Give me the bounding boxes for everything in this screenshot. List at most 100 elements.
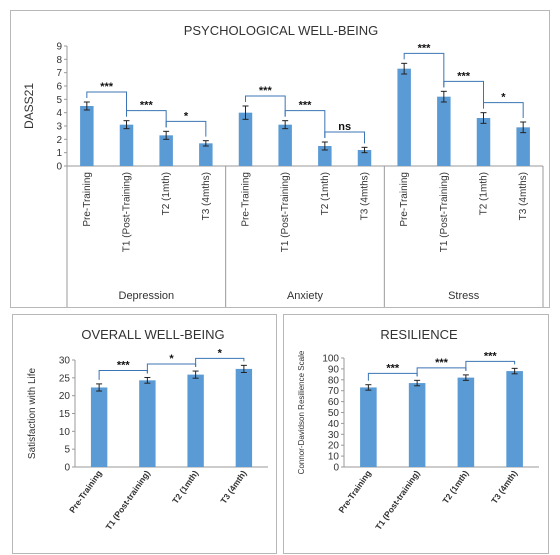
y-tick-label: 6 bbox=[56, 82, 62, 93]
significance-bracket bbox=[324, 131, 365, 144]
significance-bracket bbox=[367, 372, 418, 381]
x-tick-label: Pre-Training bbox=[399, 172, 410, 227]
significance-bracket bbox=[465, 360, 516, 371]
bar bbox=[397, 68, 411, 166]
y-tick-label: 0 bbox=[64, 463, 70, 474]
bar bbox=[516, 127, 530, 166]
significance-label: *** bbox=[418, 42, 432, 54]
significance-bracket bbox=[98, 369, 148, 380]
y-tick-label: 1 bbox=[56, 148, 62, 159]
bar bbox=[235, 368, 253, 467]
significance-label: *** bbox=[140, 100, 154, 112]
significance-bracket bbox=[146, 363, 197, 374]
y-tick-label: 3 bbox=[56, 122, 62, 133]
significance-bracket bbox=[284, 110, 326, 138]
bar bbox=[476, 118, 491, 166]
y-axis-label: Satisfaction with Life bbox=[27, 367, 38, 459]
x-tick-label: T2 (1mth) bbox=[479, 172, 490, 215]
significance-bracket bbox=[443, 80, 484, 109]
significance-bracket bbox=[165, 120, 207, 137]
significance-label: * bbox=[184, 110, 189, 122]
bar bbox=[506, 371, 523, 467]
significance-label: *** bbox=[457, 70, 471, 82]
bar bbox=[139, 380, 156, 467]
x-tick-label: T3 (4mths) bbox=[360, 172, 371, 220]
y-tick-label: 60 bbox=[328, 397, 340, 408]
bar bbox=[360, 387, 377, 467]
y-tick-label: 40 bbox=[328, 419, 340, 430]
y-tick-label: 90 bbox=[328, 364, 340, 375]
overall-wellbeing-panel: OVERALL WELL-BEING Satisfaction with Life… bbox=[12, 314, 277, 554]
x-tick-label: T3 (4mths) bbox=[518, 172, 529, 220]
significance-bracket bbox=[86, 91, 127, 117]
x-tick-label: T1 (Post-training) bbox=[373, 468, 422, 532]
y-tick-label: 70 bbox=[328, 386, 340, 397]
bar bbox=[199, 143, 213, 166]
x-tick-label: Pre-Training bbox=[241, 172, 252, 227]
y-tick-label: 20 bbox=[59, 391, 71, 402]
significance-label: * bbox=[169, 353, 174, 365]
psychological-wellbeing-panel: PSYCHOLOGICAL WELL-BEING DASS21 0 1 2 3 4 5 6 7 8 9… bbox=[10, 10, 550, 308]
resilience-panel: RESILIENCE Connor-Davidson Resilience Sca… bbox=[283, 314, 549, 554]
y-tick-label: 4 bbox=[56, 108, 62, 119]
y-tick-label: 80 bbox=[328, 375, 340, 386]
x-tick-label: T2 (1mth) bbox=[440, 468, 470, 505]
x-tick-label: T2 (1mth) bbox=[161, 172, 172, 215]
chart-title: RESILIENCE bbox=[380, 327, 458, 342]
y-tick-label: 7 bbox=[56, 68, 62, 79]
x-tick-label: T3 (4mth) bbox=[218, 468, 248, 505]
x-tick-label: Pre-Training bbox=[67, 468, 104, 514]
y-tick-label: 9 bbox=[56, 42, 62, 53]
significance-bracket bbox=[416, 367, 467, 377]
y-tick-label: 10 bbox=[328, 452, 340, 463]
significance-label: *** bbox=[435, 357, 449, 369]
significance-label: *** bbox=[100, 81, 114, 93]
significance-bracket bbox=[245, 95, 286, 117]
significance-label: ns bbox=[338, 121, 351, 133]
y-tick-label: 5 bbox=[56, 95, 62, 106]
chart-title: PSYCHOLOGICAL WELL-BEING bbox=[184, 23, 379, 38]
y-axis-label: Connor-Davidson Resilience Scale bbox=[297, 350, 306, 474]
bar bbox=[318, 146, 332, 166]
y-tick-label: 25 bbox=[59, 373, 71, 384]
significance-label: *** bbox=[484, 350, 498, 362]
y-tick-label: 50 bbox=[328, 408, 340, 419]
y-tick-label: 10 bbox=[59, 427, 71, 438]
bar bbox=[238, 112, 253, 166]
y-tick-label: 0 bbox=[333, 463, 339, 474]
y-tick-label: 30 bbox=[328, 430, 340, 441]
bar bbox=[187, 374, 204, 467]
x-tick-label: T1 (Post-Training) bbox=[439, 172, 450, 252]
x-tick-label: Pre-Training bbox=[336, 468, 373, 514]
y-tick-label: 100 bbox=[322, 354, 339, 365]
psychological-wellbeing-chart: PSYCHOLOGICAL WELL-BEING DASS21 0 1 2 3 4 5 6 7 8 9… bbox=[22, 23, 544, 307]
x-tick-label: T2 (1mth) bbox=[320, 172, 331, 215]
overall-wellbeing-chart: OVERALL WELL-BEING Satisfaction with Life… bbox=[27, 327, 268, 532]
x-tick-label: T1 (Post-Training) bbox=[280, 172, 291, 252]
significance-label: * bbox=[218, 347, 223, 359]
x-tick-label: T1 (Post-Training) bbox=[122, 172, 133, 252]
group-label: Stress bbox=[448, 290, 480, 302]
group-label: Anxiety bbox=[287, 290, 324, 302]
bar bbox=[408, 383, 426, 467]
y-tick-label: 30 bbox=[59, 356, 71, 367]
significance-bracket bbox=[483, 102, 524, 118]
y-tick-label: 0 bbox=[56, 162, 62, 173]
chart-title: OVERALL WELL-BEING bbox=[81, 327, 224, 342]
bar bbox=[278, 124, 292, 166]
significance-label: *** bbox=[386, 362, 400, 374]
significance-bracket bbox=[195, 357, 245, 368]
y-tick-label: 20 bbox=[328, 441, 340, 452]
significance-bracket bbox=[126, 110, 167, 128]
group-label: Depression bbox=[119, 290, 175, 302]
x-tick-label: T1 (Post-training) bbox=[103, 468, 152, 532]
x-tick-label: T3 (4mths) bbox=[201, 172, 212, 220]
bar bbox=[457, 377, 475, 467]
bar bbox=[159, 135, 173, 166]
y-axis-label: DASS21 bbox=[22, 83, 36, 129]
significance-label: *** bbox=[299, 100, 313, 112]
resilience-chart: RESILIENCE Connor-Davidson Resilience Sca… bbox=[297, 327, 539, 532]
significance-label: *** bbox=[117, 359, 131, 371]
significance-label: *** bbox=[259, 85, 273, 97]
bar bbox=[357, 150, 372, 166]
